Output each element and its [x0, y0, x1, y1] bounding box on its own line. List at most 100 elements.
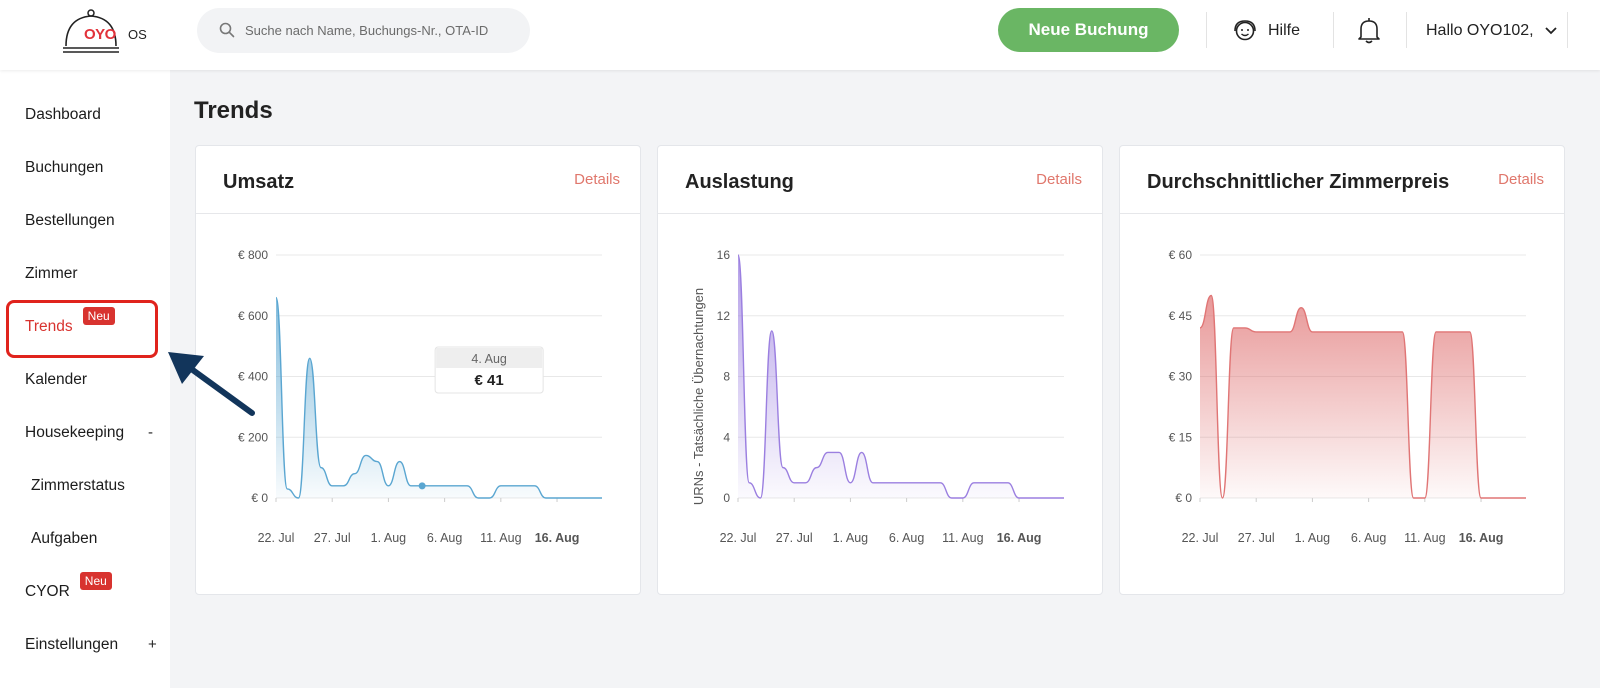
sidebar-item-orders[interactable]: Bestellungen	[25, 212, 115, 230]
avg-room-price-chart: € 60 € 45 € 30 € 15 € 0 22. Jul 27. Jul 1. Aug 6…	[1169, 248, 1526, 545]
expand-toggle[interactable]: +	[148, 636, 157, 653]
y-tick-label: 16	[717, 248, 731, 262]
details-link[interactable]: Details	[1036, 171, 1082, 188]
avg-room-price-card: Durchschnittlicher Zimmerpreis Details €…	[1119, 145, 1565, 595]
series-line	[1199, 294, 1526, 499]
sidebar-item-settings[interactable]: Einstellungen	[25, 636, 118, 654]
new-badge: Neu	[82, 307, 115, 325]
details-link[interactable]: Details	[574, 171, 620, 188]
sidebar-item-label: Bestellungen	[25, 212, 115, 229]
y-tick-label: 0	[723, 491, 730, 505]
logo-suffix: OS	[128, 27, 147, 42]
sidebar-item-label: CYOR	[25, 583, 70, 600]
y-tick-label: € 400	[238, 370, 268, 384]
y-axis-label: URNs - Tatsächliche Übernachtungen	[691, 288, 706, 505]
logo-text: OYO	[84, 26, 116, 43]
card-title: Umsatz	[223, 171, 295, 193]
y-tick-label: € 15	[1169, 430, 1193, 444]
hover-point	[418, 482, 426, 490]
chevron-down-icon	[1544, 27, 1557, 35]
sidebar-item-label: Dashboard	[25, 106, 101, 123]
sidebar-item-label: Aufgaben	[31, 530, 98, 547]
new-booking-button[interactable]: Neue Buchung	[998, 8, 1179, 52]
sidebar-item-rooms[interactable]: Zimmer	[25, 265, 78, 283]
x-tick-label: 22. Jul	[1182, 531, 1219, 545]
y-tick-label: € 60	[1169, 248, 1193, 262]
x-tick-label: 6. Aug	[1351, 531, 1386, 545]
y-tick-label: 12	[717, 309, 731, 323]
sidebar-item-label: Zimmer	[25, 265, 78, 282]
series-line	[275, 296, 602, 499]
series-area	[276, 297, 602, 498]
card-title: Auslastung	[685, 171, 794, 193]
sidebar-item-label: Kalender	[25, 371, 88, 388]
header-divider	[1333, 12, 1334, 48]
trends-highlight-box	[6, 300, 158, 358]
sidebar-item-tasks[interactable]: Aufgaben	[31, 530, 97, 548]
series-line	[737, 254, 1064, 499]
series-area	[1200, 295, 1526, 498]
sidebar-item-trends[interactable]: Trends Neu	[25, 307, 115, 336]
user-greeting: Hallo OYO102,	[1426, 22, 1534, 39]
y-tick-label: € 30	[1169, 370, 1193, 384]
help-label: Hilfe	[1268, 22, 1301, 39]
support-agent-icon	[1234, 20, 1256, 41]
revenue-card: Umsatz Details € 800 € 600 € 400 € 200 € 0 22…	[195, 145, 641, 595]
card-header: Durchschnittlicher Zimmerpreis Details	[1120, 146, 1564, 214]
sidebar: Dashboard Buchungen Bestellungen Zimmer …	[0, 70, 170, 688]
revenue-chart: € 800 € 600 € 400 € 200 € 0 22. Jul 27. Jul 1. …	[238, 248, 602, 545]
card-title: Durchschnittlicher Zimmerpreis	[1147, 171, 1450, 193]
search-bar[interactable]	[197, 8, 530, 53]
details-link[interactable]: Details	[1498, 171, 1544, 188]
x-tick-label: 6. Aug	[427, 531, 462, 545]
tooltip-value: € 41	[475, 372, 504, 389]
x-tick-label: 11. Aug	[480, 531, 522, 545]
pointer-arrow-icon	[168, 352, 255, 416]
sidebar-item-housekeeping[interactable]: Housekeeping	[25, 424, 124, 442]
sidebar-item-dashboard[interactable]: Dashboard	[25, 106, 101, 124]
x-tick-label: 11. Aug	[942, 531, 984, 545]
sidebar-item-room-status[interactable]: Zimmerstatus	[31, 477, 125, 495]
y-tick-label: € 45	[1169, 309, 1193, 323]
tooltip-header	[436, 348, 543, 368]
sidebar-item-calendar[interactable]: Kalender	[25, 371, 87, 389]
series-area	[738, 255, 1064, 498]
occupancy-card: Auslastung Details 16 12 8 4 0 22. Jul 27. Jul…	[657, 145, 1103, 595]
cloche-icon	[63, 9, 119, 53]
collapse-toggle[interactable]: -	[148, 424, 153, 441]
sidebar-item-label: Einstellungen	[25, 636, 119, 653]
card-header: Umsatz Details	[196, 146, 640, 214]
x-tick-label: 16. Aug	[1459, 531, 1504, 545]
y-tick-label: € 800	[238, 248, 268, 262]
x-tick-label: 16. Aug	[997, 531, 1042, 545]
sidebar-item-label: Trends	[25, 318, 73, 335]
y-tick-label: € 0	[251, 491, 268, 505]
sidebar-item-label: Housekeeping	[25, 424, 125, 441]
tooltip-date: 4. Aug	[471, 352, 506, 366]
y-tick-label: € 600	[238, 309, 268, 323]
x-tick-label: 1. Aug	[371, 531, 406, 545]
search-input[interactable]	[245, 8, 515, 53]
search-icon	[219, 22, 235, 38]
notification-bell-icon[interactable]	[1356, 16, 1382, 44]
card-header: Auslastung Details	[658, 146, 1102, 214]
new-badge: Neu	[79, 572, 112, 590]
sidebar-item-label: Zimmerstatus	[31, 477, 125, 494]
x-tick-label: 16. Aug	[535, 531, 580, 545]
sidebar-item-bookings[interactable]: Buchungen	[25, 159, 103, 177]
user-menu[interactable]: Hallo OYO102,	[1426, 18, 1558, 44]
help-link[interactable]: Hilfe	[1232, 18, 1300, 44]
y-tick-label: 8	[723, 370, 730, 384]
x-tick-label: 22. Jul	[720, 531, 757, 545]
x-tick-label: 27. Jul	[1238, 531, 1275, 545]
page-title: Trends	[194, 97, 273, 124]
occupancy-chart: 16 12 8 4 0 22. Jul 27. Jul 1. Aug 6. Aug 11. Aug…	[691, 248, 1064, 545]
x-tick-label: 11. Aug	[1404, 531, 1446, 545]
header-divider	[1567, 12, 1568, 48]
x-tick-label: 1. Aug	[833, 531, 868, 545]
x-tick-label: 27. Jul	[776, 531, 813, 545]
sidebar-item-cyor[interactable]: CYOR Neu	[25, 572, 112, 601]
header-divider	[1206, 12, 1207, 48]
oyo-logo[interactable]: OYO OS	[58, 6, 158, 58]
x-tick-label: 22. Jul	[258, 531, 295, 545]
